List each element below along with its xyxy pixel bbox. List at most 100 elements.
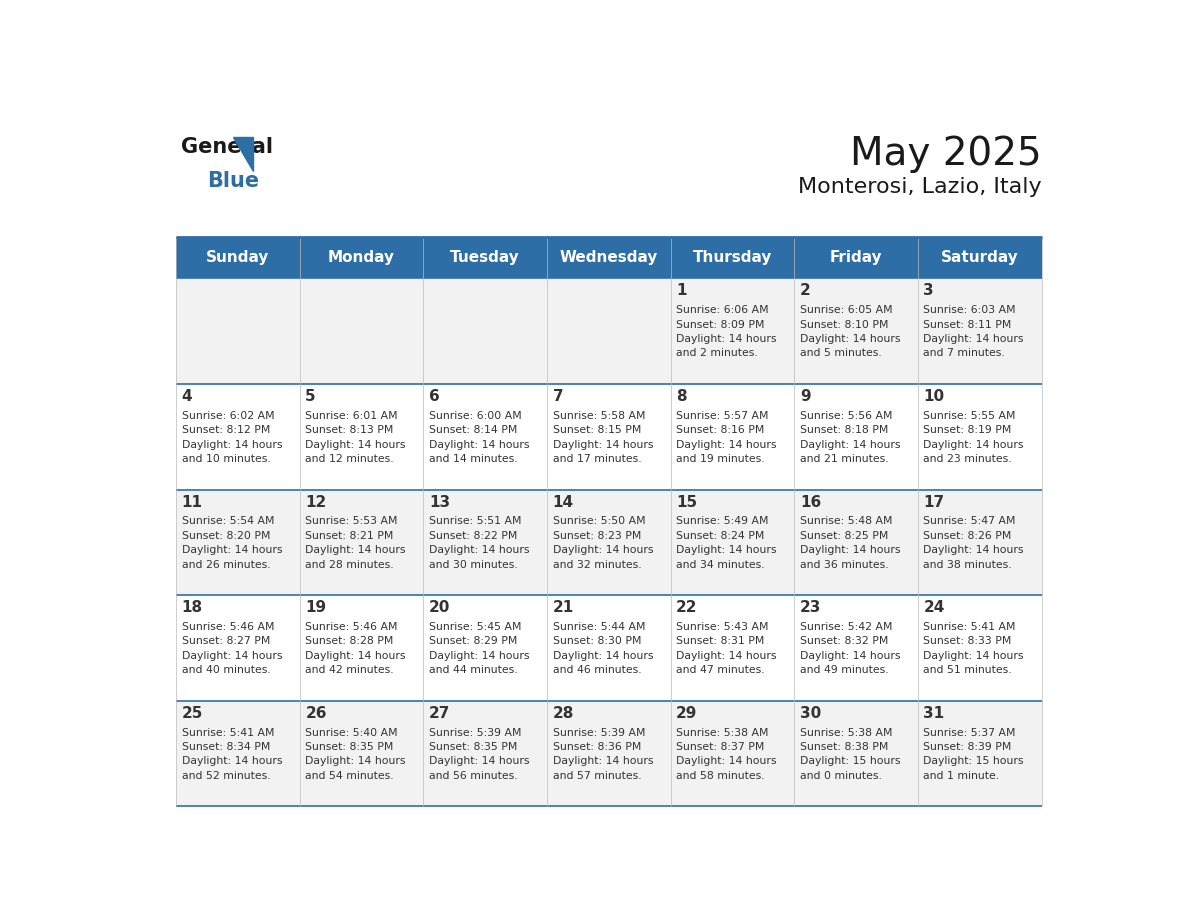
- Text: 24: 24: [923, 600, 944, 615]
- Text: Sunrise: 5:55 AM
Sunset: 8:19 PM
Daylight: 14 hours
and 23 minutes.: Sunrise: 5:55 AM Sunset: 8:19 PM Dayligh…: [923, 411, 1024, 465]
- Bar: [176, 595, 299, 700]
- Text: Sunrise: 5:40 AM
Sunset: 8:35 PM
Daylight: 14 hours
and 54 minutes.: Sunrise: 5:40 AM Sunset: 8:35 PM Dayligh…: [305, 728, 406, 781]
- Text: 17: 17: [923, 495, 944, 509]
- Text: 27: 27: [429, 706, 450, 721]
- Bar: [546, 700, 671, 806]
- Bar: [795, 278, 918, 384]
- Bar: [546, 489, 671, 595]
- Text: Sunrise: 5:37 AM
Sunset: 8:39 PM
Daylight: 15 hours
and 1 minute.: Sunrise: 5:37 AM Sunset: 8:39 PM Dayligh…: [923, 728, 1024, 781]
- Text: 26: 26: [305, 706, 327, 721]
- Text: Sunrise: 6:03 AM
Sunset: 8:11 PM
Daylight: 14 hours
and 7 minutes.: Sunrise: 6:03 AM Sunset: 8:11 PM Dayligh…: [923, 306, 1024, 358]
- Text: Sunrise: 5:44 AM
Sunset: 8:30 PM
Daylight: 14 hours
and 46 minutes.: Sunrise: 5:44 AM Sunset: 8:30 PM Dayligh…: [552, 622, 653, 676]
- Text: Sunrise: 5:43 AM
Sunset: 8:31 PM
Daylight: 14 hours
and 47 minutes.: Sunrise: 5:43 AM Sunset: 8:31 PM Dayligh…: [676, 622, 777, 676]
- Text: Sunrise: 5:54 AM
Sunset: 8:20 PM
Daylight: 14 hours
and 26 minutes.: Sunrise: 5:54 AM Sunset: 8:20 PM Dayligh…: [182, 517, 282, 570]
- Bar: [176, 278, 299, 384]
- Text: 29: 29: [676, 706, 697, 721]
- Text: Sunrise: 5:46 AM
Sunset: 8:28 PM
Daylight: 14 hours
and 42 minutes.: Sunrise: 5:46 AM Sunset: 8:28 PM Dayligh…: [305, 622, 406, 676]
- Text: 18: 18: [182, 600, 203, 615]
- Bar: [795, 595, 918, 700]
- Bar: [299, 595, 423, 700]
- Text: 14: 14: [552, 495, 574, 509]
- Text: 15: 15: [676, 495, 697, 509]
- Text: Blue: Blue: [208, 171, 259, 191]
- Text: 25: 25: [182, 706, 203, 721]
- Text: 1: 1: [676, 284, 687, 298]
- Bar: [795, 384, 918, 489]
- Text: Monday: Monday: [328, 251, 396, 265]
- Text: Sunrise: 5:49 AM
Sunset: 8:24 PM
Daylight: 14 hours
and 34 minutes.: Sunrise: 5:49 AM Sunset: 8:24 PM Dayligh…: [676, 517, 777, 570]
- Text: Sunrise: 6:02 AM
Sunset: 8:12 PM
Daylight: 14 hours
and 10 minutes.: Sunrise: 6:02 AM Sunset: 8:12 PM Dayligh…: [182, 411, 282, 465]
- Text: Sunrise: 5:41 AM
Sunset: 8:34 PM
Daylight: 14 hours
and 52 minutes.: Sunrise: 5:41 AM Sunset: 8:34 PM Dayligh…: [182, 728, 282, 781]
- Text: 2: 2: [800, 284, 810, 298]
- Bar: [176, 384, 299, 489]
- Text: 5: 5: [305, 389, 316, 404]
- Text: 21: 21: [552, 600, 574, 615]
- Bar: [299, 278, 423, 384]
- Bar: [795, 700, 918, 806]
- Text: 13: 13: [429, 495, 450, 509]
- Bar: [671, 384, 795, 489]
- Bar: [176, 489, 299, 595]
- Text: Sunrise: 5:57 AM
Sunset: 8:16 PM
Daylight: 14 hours
and 19 minutes.: Sunrise: 5:57 AM Sunset: 8:16 PM Dayligh…: [676, 411, 777, 465]
- Bar: [795, 489, 918, 595]
- Text: 16: 16: [800, 495, 821, 509]
- Bar: [176, 238, 1042, 278]
- Text: 9: 9: [800, 389, 810, 404]
- Text: Sunrise: 5:48 AM
Sunset: 8:25 PM
Daylight: 14 hours
and 36 minutes.: Sunrise: 5:48 AM Sunset: 8:25 PM Dayligh…: [800, 517, 901, 570]
- Bar: [423, 595, 546, 700]
- Text: Sunrise: 6:05 AM
Sunset: 8:10 PM
Daylight: 14 hours
and 5 minutes.: Sunrise: 6:05 AM Sunset: 8:10 PM Dayligh…: [800, 306, 901, 358]
- Text: Sunrise: 5:47 AM
Sunset: 8:26 PM
Daylight: 14 hours
and 38 minutes.: Sunrise: 5:47 AM Sunset: 8:26 PM Dayligh…: [923, 517, 1024, 570]
- Text: 7: 7: [552, 389, 563, 404]
- Bar: [299, 700, 423, 806]
- Bar: [671, 595, 795, 700]
- Text: 10: 10: [923, 389, 944, 404]
- Text: Sunrise: 5:38 AM
Sunset: 8:38 PM
Daylight: 15 hours
and 0 minutes.: Sunrise: 5:38 AM Sunset: 8:38 PM Dayligh…: [800, 728, 901, 781]
- Bar: [918, 384, 1042, 489]
- Text: Sunrise: 5:58 AM
Sunset: 8:15 PM
Daylight: 14 hours
and 17 minutes.: Sunrise: 5:58 AM Sunset: 8:15 PM Dayligh…: [552, 411, 653, 465]
- Bar: [671, 489, 795, 595]
- Text: Sunrise: 6:00 AM
Sunset: 8:14 PM
Daylight: 14 hours
and 14 minutes.: Sunrise: 6:00 AM Sunset: 8:14 PM Dayligh…: [429, 411, 530, 465]
- Bar: [546, 595, 671, 700]
- Text: Sunrise: 5:51 AM
Sunset: 8:22 PM
Daylight: 14 hours
and 30 minutes.: Sunrise: 5:51 AM Sunset: 8:22 PM Dayligh…: [429, 517, 530, 570]
- Text: General: General: [181, 137, 273, 157]
- Bar: [299, 384, 423, 489]
- Bar: [918, 278, 1042, 384]
- Polygon shape: [233, 137, 253, 171]
- Text: Wednesday: Wednesday: [560, 251, 658, 265]
- Text: 28: 28: [552, 706, 574, 721]
- Bar: [299, 489, 423, 595]
- Text: 23: 23: [800, 600, 821, 615]
- Bar: [423, 700, 546, 806]
- Bar: [176, 700, 299, 806]
- Text: 22: 22: [676, 600, 697, 615]
- Text: Sunday: Sunday: [207, 251, 270, 265]
- Text: 8: 8: [676, 389, 687, 404]
- Bar: [546, 278, 671, 384]
- Text: Sunrise: 5:50 AM
Sunset: 8:23 PM
Daylight: 14 hours
and 32 minutes.: Sunrise: 5:50 AM Sunset: 8:23 PM Dayligh…: [552, 517, 653, 570]
- Text: 3: 3: [923, 284, 934, 298]
- Text: 6: 6: [429, 389, 440, 404]
- Bar: [423, 384, 546, 489]
- Text: Friday: Friday: [829, 251, 883, 265]
- Text: Saturday: Saturday: [941, 251, 1018, 265]
- Text: Sunrise: 5:38 AM
Sunset: 8:37 PM
Daylight: 14 hours
and 58 minutes.: Sunrise: 5:38 AM Sunset: 8:37 PM Dayligh…: [676, 728, 777, 781]
- Text: 19: 19: [305, 600, 327, 615]
- Text: Sunrise: 6:06 AM
Sunset: 8:09 PM
Daylight: 14 hours
and 2 minutes.: Sunrise: 6:06 AM Sunset: 8:09 PM Dayligh…: [676, 306, 777, 358]
- Text: Sunrise: 5:39 AM
Sunset: 8:36 PM
Daylight: 14 hours
and 57 minutes.: Sunrise: 5:39 AM Sunset: 8:36 PM Dayligh…: [552, 728, 653, 781]
- Text: Sunrise: 5:39 AM
Sunset: 8:35 PM
Daylight: 14 hours
and 56 minutes.: Sunrise: 5:39 AM Sunset: 8:35 PM Dayligh…: [429, 728, 530, 781]
- Text: Thursday: Thursday: [693, 251, 772, 265]
- Text: 12: 12: [305, 495, 327, 509]
- Bar: [671, 278, 795, 384]
- Text: Sunrise: 6:01 AM
Sunset: 8:13 PM
Daylight: 14 hours
and 12 minutes.: Sunrise: 6:01 AM Sunset: 8:13 PM Dayligh…: [305, 411, 406, 465]
- Bar: [423, 278, 546, 384]
- Text: May 2025: May 2025: [849, 135, 1042, 173]
- Text: Tuesday: Tuesday: [450, 251, 520, 265]
- Text: Sunrise: 5:53 AM
Sunset: 8:21 PM
Daylight: 14 hours
and 28 minutes.: Sunrise: 5:53 AM Sunset: 8:21 PM Dayligh…: [305, 517, 406, 570]
- Text: 20: 20: [429, 600, 450, 615]
- Text: Sunrise: 5:42 AM
Sunset: 8:32 PM
Daylight: 14 hours
and 49 minutes.: Sunrise: 5:42 AM Sunset: 8:32 PM Dayligh…: [800, 622, 901, 676]
- Text: 30: 30: [800, 706, 821, 721]
- Bar: [671, 700, 795, 806]
- Bar: [918, 700, 1042, 806]
- Text: 4: 4: [182, 389, 192, 404]
- Text: Sunrise: 5:56 AM
Sunset: 8:18 PM
Daylight: 14 hours
and 21 minutes.: Sunrise: 5:56 AM Sunset: 8:18 PM Dayligh…: [800, 411, 901, 465]
